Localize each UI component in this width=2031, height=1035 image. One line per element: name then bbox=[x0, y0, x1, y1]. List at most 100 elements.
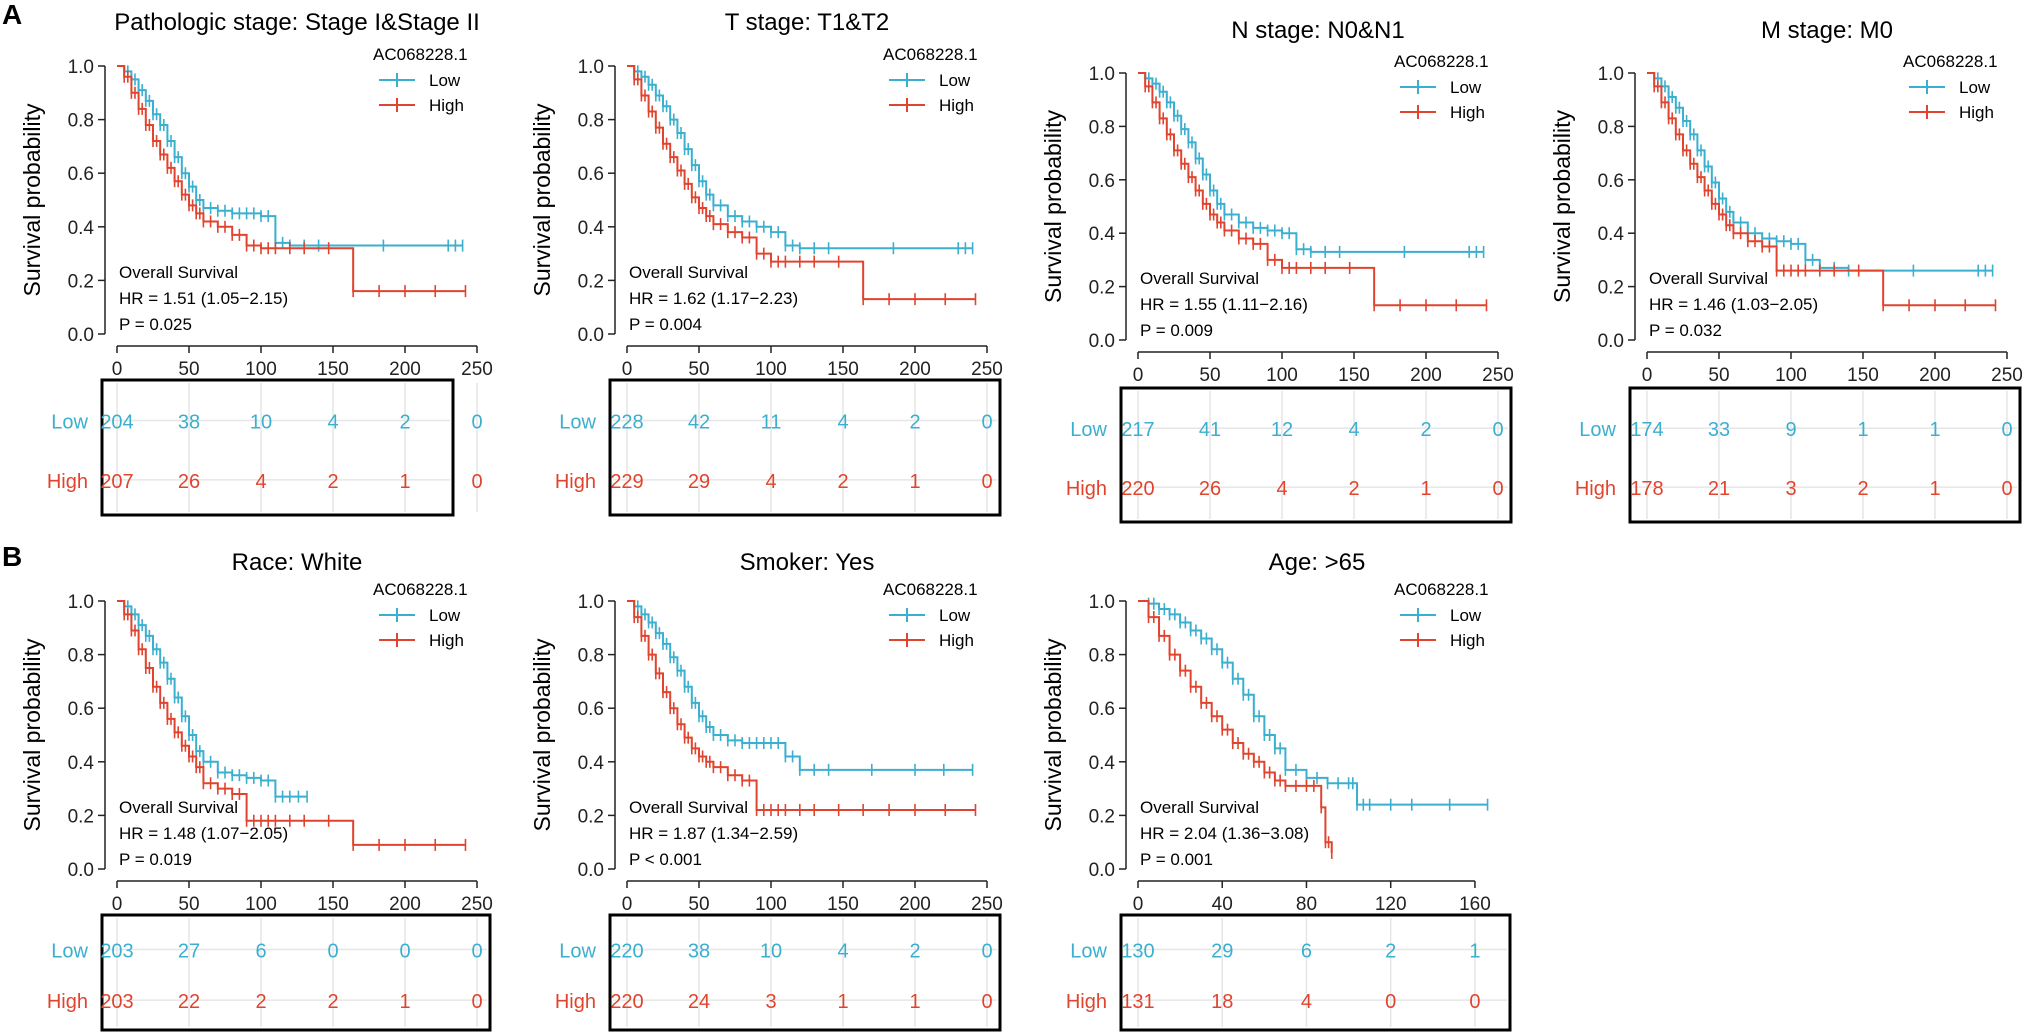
x-tick-label: 50 bbox=[1708, 365, 1729, 386]
risk-count-low: 0 bbox=[1492, 419, 1503, 441]
risk-count-low: 29 bbox=[1211, 941, 1233, 963]
legend-title: AC068228.1 bbox=[1394, 580, 1489, 599]
x-tick-label: 150 bbox=[827, 359, 859, 380]
y-tick-label: 0.4 bbox=[68, 753, 95, 774]
x-tick-label: 80 bbox=[1296, 894, 1317, 915]
x-tick-label: 100 bbox=[1775, 365, 1807, 386]
risk-count-high: 1 bbox=[909, 991, 920, 1013]
risk-count-low: 2 bbox=[1385, 941, 1396, 963]
km-plot-stage: Pathologic stage: Stage I&Stage II 0.0 0.2… bbox=[19, 9, 493, 517]
y-tick-label: 0.0 bbox=[578, 860, 604, 881]
risk-count-high: 220 bbox=[610, 991, 643, 1013]
plot-title: Smoker: Yes bbox=[740, 549, 875, 576]
risk-count-high: 0 bbox=[981, 471, 992, 493]
y-tick-label: 0.4 bbox=[68, 218, 95, 239]
risk-count-low: 38 bbox=[688, 941, 710, 963]
x-tick-label: 100 bbox=[755, 359, 787, 380]
x-tick-label: 150 bbox=[1338, 365, 1370, 386]
risk-count-high: 24 bbox=[688, 991, 710, 1013]
y-tick-label: 0.2 bbox=[68, 806, 94, 827]
y-axis-title: Survival probability bbox=[19, 103, 45, 297]
risk-row-label-high: High bbox=[555, 991, 596, 1013]
plot-title: Race: White bbox=[232, 549, 363, 576]
y-tick-label: 0.0 bbox=[68, 860, 94, 881]
hazard-ratio: HR = 1.87 (1.34−2.59) bbox=[629, 824, 798, 843]
risk-count-high: 1 bbox=[1929, 478, 1940, 500]
risk-count-high: 21 bbox=[1708, 478, 1730, 500]
risk-count-high: 29 bbox=[688, 471, 710, 493]
km-plot-race: Race: White 0.0 0.2 0.4 0.6 0.8 1.0 Survival pr… bbox=[19, 549, 493, 1032]
risk-count-low: 4 bbox=[837, 412, 848, 434]
y-tick-label: 0.2 bbox=[578, 806, 604, 827]
stats-title: Overall Survival bbox=[1649, 269, 1768, 288]
plot-title: T stage: T1&T2 bbox=[725, 9, 890, 36]
x-tick-label: 100 bbox=[755, 894, 787, 915]
km-plots: Pathologic stage: Stage I&Stage II 0.0 0.2… bbox=[19, 9, 2023, 1032]
risk-row-label-high: High bbox=[555, 471, 596, 493]
hazard-ratio: HR = 1.51 (1.05−2.15) bbox=[119, 289, 288, 308]
risk-count-low: 4 bbox=[1348, 419, 1359, 441]
y-tick-label: 0.8 bbox=[578, 111, 604, 132]
legend-label-high: High bbox=[1959, 103, 1994, 122]
y-tick-label: 0.8 bbox=[1089, 646, 1115, 667]
x-tick-label: 150 bbox=[317, 359, 349, 380]
risk-count-low: 228 bbox=[610, 412, 643, 434]
x-tick-label: 50 bbox=[688, 894, 709, 915]
risk-count-high: 0 bbox=[471, 991, 482, 1013]
panel-label-a: A bbox=[2, 0, 22, 30]
km-plot-smoker: Smoker: Yes 0.0 0.2 0.4 0.6 0.8 1.0 Survival pr… bbox=[529, 549, 1003, 1032]
y-axis-title: Survival probability bbox=[1549, 109, 1575, 303]
risk-count-low: 130 bbox=[1121, 941, 1154, 963]
legend-label-low: Low bbox=[1450, 606, 1482, 625]
panel-label-b: B bbox=[2, 541, 22, 572]
x-tick-label: 200 bbox=[1410, 365, 1442, 386]
risk-count-low: 6 bbox=[255, 941, 266, 963]
risk-count-high: 203 bbox=[100, 991, 133, 1013]
y-tick-label: 0.2 bbox=[1089, 278, 1115, 299]
x-tick-label: 150 bbox=[1847, 365, 1879, 386]
legend-label-high: High bbox=[429, 96, 464, 115]
risk-count-low: 1 bbox=[1929, 419, 1940, 441]
x-tick-label: 0 bbox=[112, 894, 123, 915]
y-tick-label: 0.0 bbox=[578, 325, 604, 346]
x-tick-label: 50 bbox=[178, 359, 199, 380]
y-tick-label: 0.2 bbox=[68, 271, 94, 292]
x-tick-label: 250 bbox=[461, 359, 493, 380]
risk-count-high: 18 bbox=[1211, 991, 1233, 1013]
km-plot-tstage: T stage: T1&T2 0.0 0.2 0.4 0.6 0.8 1.0 Survival… bbox=[529, 9, 1003, 517]
legend-label-high: High bbox=[939, 96, 974, 115]
y-tick-label: 0.4 bbox=[1089, 753, 1116, 774]
km-curve-low bbox=[627, 600, 973, 771]
risk-count-high: 207 bbox=[100, 471, 133, 493]
y-tick-label: 0.2 bbox=[1598, 278, 1624, 299]
x-tick-label: 0 bbox=[1133, 894, 1144, 915]
hazard-ratio: HR = 1.46 (1.03−2.05) bbox=[1649, 295, 1818, 314]
x-tick-label: 0 bbox=[1133, 365, 1144, 386]
y-tick-label: 1.0 bbox=[1089, 592, 1115, 613]
legend-title: AC068228.1 bbox=[883, 580, 978, 599]
km-curve-low bbox=[1138, 72, 1484, 253]
risk-count-low: 204 bbox=[100, 412, 133, 434]
x-tick-label: 160 bbox=[1459, 894, 1491, 915]
legend-label-low: Low bbox=[939, 71, 971, 90]
y-axis-title: Survival probability bbox=[19, 638, 45, 832]
risk-count-low: 12 bbox=[1271, 419, 1293, 441]
km-curve-low bbox=[627, 65, 973, 250]
y-tick-label: 0.0 bbox=[1598, 331, 1624, 352]
risk-count-high: 2 bbox=[1857, 478, 1868, 500]
y-axis-title: Survival probability bbox=[529, 103, 555, 297]
x-tick-label: 200 bbox=[389, 894, 421, 915]
plot-title: Age: >65 bbox=[1269, 549, 1366, 576]
risk-count-high: 2 bbox=[837, 471, 848, 493]
risk-count-low: 9 bbox=[1785, 419, 1796, 441]
risk-row-label-low: Low bbox=[559, 941, 596, 963]
risk-count-high: 2 bbox=[1348, 478, 1359, 500]
stats-title: Overall Survival bbox=[629, 263, 748, 282]
risk-count-high: 4 bbox=[1301, 991, 1312, 1013]
risk-row-label-high: High bbox=[47, 471, 88, 493]
risk-count-low: 10 bbox=[250, 412, 272, 434]
risk-count-low: 2 bbox=[399, 412, 410, 434]
hazard-ratio: HR = 1.62 (1.17−2.23) bbox=[629, 289, 798, 308]
y-tick-label: 0.2 bbox=[1089, 806, 1115, 827]
risk-count-high: 1 bbox=[837, 991, 848, 1013]
